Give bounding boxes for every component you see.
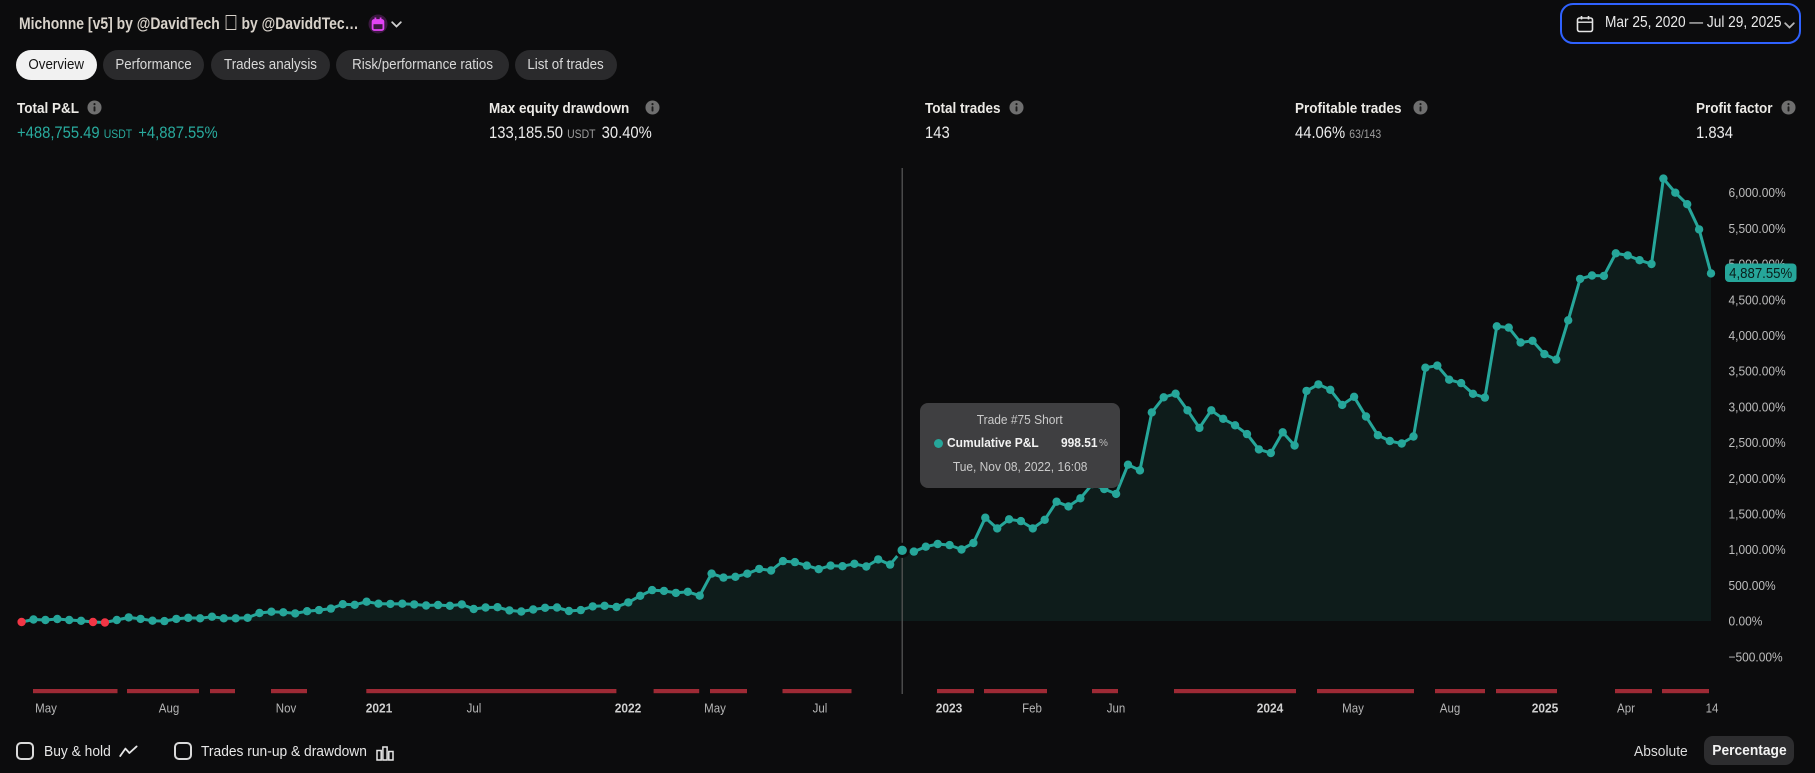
svg-text:1,500.00%: 1,500.00% [1729, 507, 1786, 522]
svg-text:Jul: Jul [467, 701, 482, 716]
svg-text:3,000.00%: 3,000.00% [1729, 400, 1786, 415]
svg-text:2,500.00%: 2,500.00% [1729, 436, 1786, 451]
svg-text:3,500.00%: 3,500.00% [1729, 364, 1786, 379]
svg-text:2,000.00%: 2,000.00% [1729, 471, 1786, 486]
svg-text:Aug: Aug [1440, 701, 1460, 716]
svg-text:1,000.00%: 1,000.00% [1729, 543, 1786, 558]
svg-text:May: May [35, 701, 57, 716]
svg-text:May: May [1342, 701, 1364, 716]
svg-text:Feb: Feb [1022, 701, 1042, 716]
svg-text:Aug: Aug [159, 701, 179, 716]
svg-text:6,000.00%: 6,000.00% [1729, 186, 1786, 201]
svg-text:4,887.55%: 4,887.55% [1729, 264, 1792, 281]
svg-text:5,500.00%: 5,500.00% [1729, 221, 1786, 236]
svg-text:Apr: Apr [1617, 701, 1635, 716]
svg-text:14: 14 [1706, 701, 1719, 716]
svg-text:Jul: Jul [813, 701, 828, 716]
svg-text:May: May [704, 701, 726, 716]
svg-text:0.00%: 0.00% [1729, 614, 1763, 629]
svg-text:2022: 2022 [615, 701, 642, 716]
svg-text:Nov: Nov [276, 701, 296, 716]
svg-text:4,000.00%: 4,000.00% [1729, 329, 1786, 344]
svg-text:2023: 2023 [936, 701, 963, 716]
svg-text:−500.00%: −500.00% [1729, 650, 1783, 665]
svg-text:2025: 2025 [1532, 701, 1559, 716]
svg-text:4,500.00%: 4,500.00% [1729, 293, 1786, 308]
svg-text:Jun: Jun [1107, 701, 1126, 716]
svg-text:2024: 2024 [1257, 701, 1284, 716]
svg-text:2021: 2021 [366, 701, 393, 716]
svg-text:500.00%: 500.00% [1729, 578, 1776, 593]
